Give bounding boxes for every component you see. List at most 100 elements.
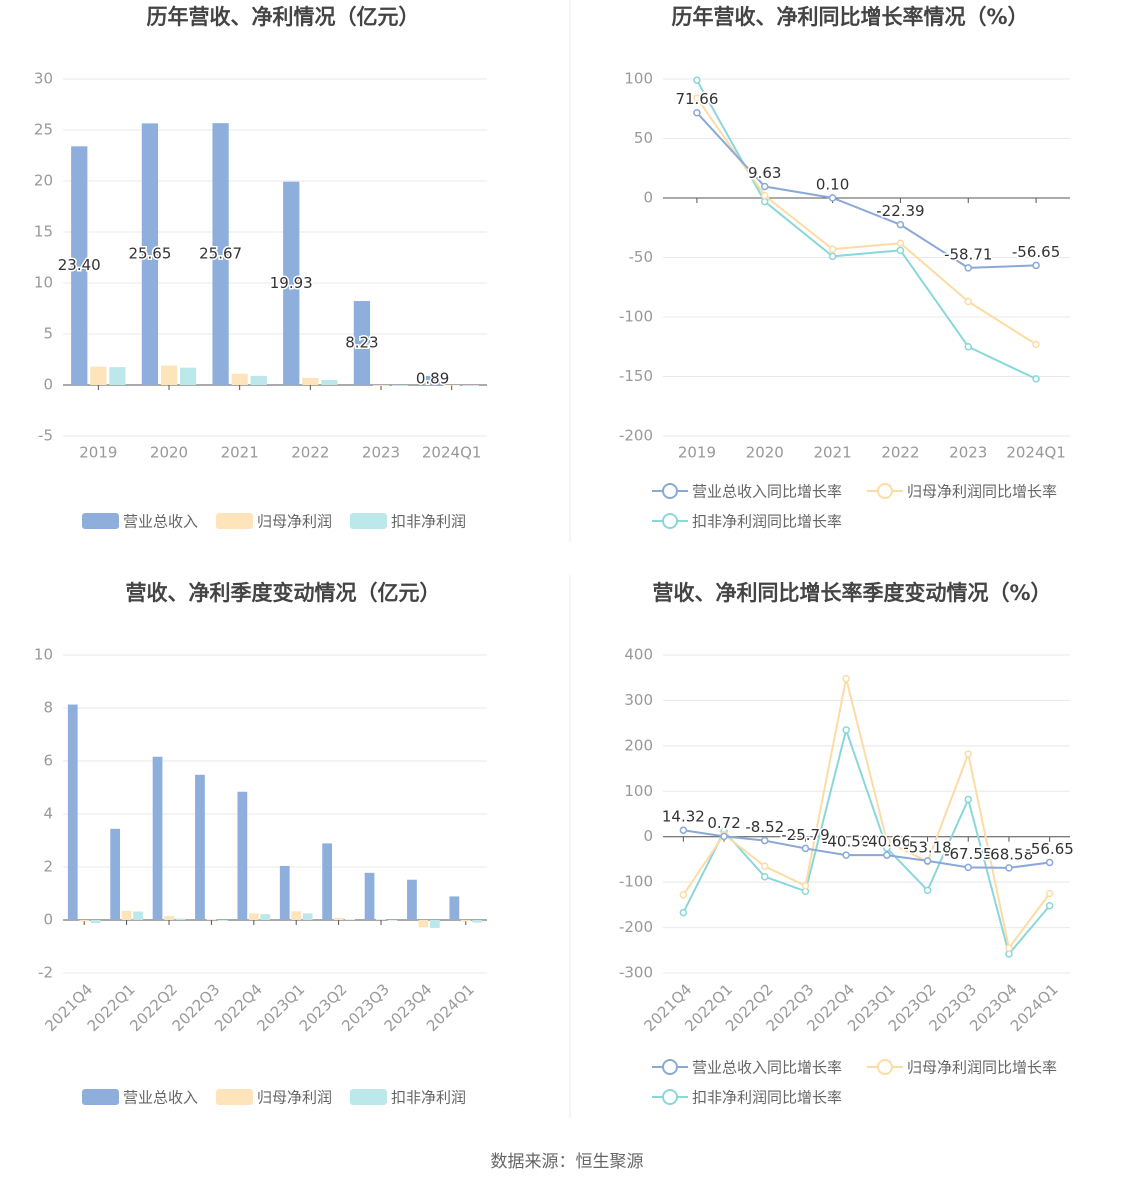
bar (462, 385, 479, 387)
bar (110, 828, 121, 920)
point (761, 872, 769, 881)
x-tick-label: 2020 (746, 444, 784, 462)
bar (250, 375, 267, 385)
x-tick-label: 2021 (813, 444, 851, 462)
bar (260, 914, 271, 920)
legend-label: 营业总收入同比增长率 (692, 483, 842, 501)
source-note: 数据来源：恒生聚源 (491, 1152, 644, 1172)
bar (217, 920, 228, 921)
legend-label: 营业总收入同比增长率 (692, 1059, 842, 1077)
chart-panel: 营收、净利同比增长率季度变动情况（%） -300 -200 -100 0 100 200 30… (619, 581, 1075, 1107)
bar (175, 918, 186, 920)
y-tick-label: 20 (34, 172, 53, 190)
x-tick-label: 2023 (362, 444, 400, 462)
value-label: -56.65 (1025, 840, 1073, 858)
chart-panel: 历年营收、净利同比增长率情况（%） -200 -150 -100 -50 0 50 100 20… (619, 5, 1070, 531)
bar (321, 379, 338, 385)
y-tick-label: 0 (643, 189, 653, 207)
bar (449, 896, 460, 920)
point (720, 832, 728, 841)
bar (206, 919, 217, 920)
legend-marker (877, 1059, 893, 1075)
value-label: 71.66 (675, 90, 718, 108)
legend-swatch (216, 1089, 253, 1105)
point (1045, 889, 1054, 898)
line (696, 112, 1037, 269)
legend-swatch (350, 1089, 387, 1105)
value-label: -40.50 (822, 833, 870, 851)
chart-title: 营收、净利同比增长率季度变动情况（%） (652, 581, 1051, 605)
bar (160, 365, 178, 385)
bar (460, 920, 471, 922)
point (964, 750, 972, 758)
legend-label: 归母净利润 (257, 1089, 332, 1107)
point (679, 891, 688, 899)
x-tick-label: 2023 (949, 444, 987, 462)
point (896, 246, 905, 255)
value-label: -67.55 (944, 845, 992, 863)
y-tick-label: -200 (619, 918, 653, 936)
value-label: 23.40 (58, 256, 101, 274)
point (801, 844, 810, 853)
bar (141, 123, 159, 386)
point (1005, 864, 1013, 872)
y-tick-label: 100 (624, 70, 653, 88)
x-tick-label: 2019 (79, 444, 117, 462)
bar (302, 377, 319, 385)
x-tick-label: 2024Q1 (422, 444, 482, 462)
y-tick-label: 400 (624, 646, 653, 664)
bar (364, 872, 375, 920)
bar (179, 367, 197, 385)
point (1032, 340, 1040, 349)
point (693, 76, 701, 84)
chart-title: 历年营收、净利情况（亿元） (147, 5, 420, 29)
legend-label: 营业总收入 (123, 1089, 198, 1107)
point (1005, 944, 1013, 952)
point (964, 795, 972, 804)
y-tick-label: 0 (643, 827, 653, 845)
point (883, 844, 891, 852)
legend-marker (662, 1059, 678, 1075)
value-label: -53.18 (903, 838, 951, 856)
bar (429, 920, 440, 928)
value-label: -68.58 (985, 845, 1033, 863)
line (696, 79, 1037, 380)
y-tick-label: 2 (43, 858, 53, 876)
legend-label: 营业总收入 (123, 513, 198, 531)
x-tick-label: 2024Q1 (1006, 444, 1066, 462)
y-tick-label: 4 (43, 805, 53, 823)
point (828, 245, 837, 253)
value-label: -56.65 (1012, 243, 1060, 261)
point (842, 851, 850, 859)
value-label: -40.66 (863, 833, 911, 851)
bar (152, 756, 163, 920)
legend-swatch (82, 1089, 119, 1105)
point (1045, 902, 1054, 910)
y-tick-label: -100 (619, 873, 653, 891)
bar (472, 920, 483, 923)
legend-label: 扣非净利润 (391, 513, 466, 531)
point (761, 182, 769, 191)
bar (333, 917, 344, 920)
line (696, 97, 1037, 346)
legend-marker (662, 483, 678, 499)
bar (283, 181, 300, 385)
bar (164, 916, 174, 920)
chart-title: 历年营收、净利同比增长率情况（%） (671, 5, 1028, 29)
bar (133, 911, 143, 920)
y-tick-label: 5 (43, 325, 53, 343)
bar (121, 910, 132, 920)
y-tick-label: 30 (34, 70, 53, 88)
value-label: -8.52 (745, 818, 784, 836)
legend-swatch (216, 513, 253, 529)
x-tick-label: 2019 (678, 444, 716, 462)
y-tick-label: 200 (624, 736, 653, 754)
bar (90, 920, 101, 924)
value-label: 25.67 (199, 245, 242, 263)
y-tick-label: 25 (34, 121, 53, 139)
bar (302, 913, 313, 920)
point (896, 220, 905, 229)
y-tick-label: -200 (619, 427, 653, 445)
value-label: -22.39 (876, 202, 924, 220)
bar (353, 301, 371, 385)
